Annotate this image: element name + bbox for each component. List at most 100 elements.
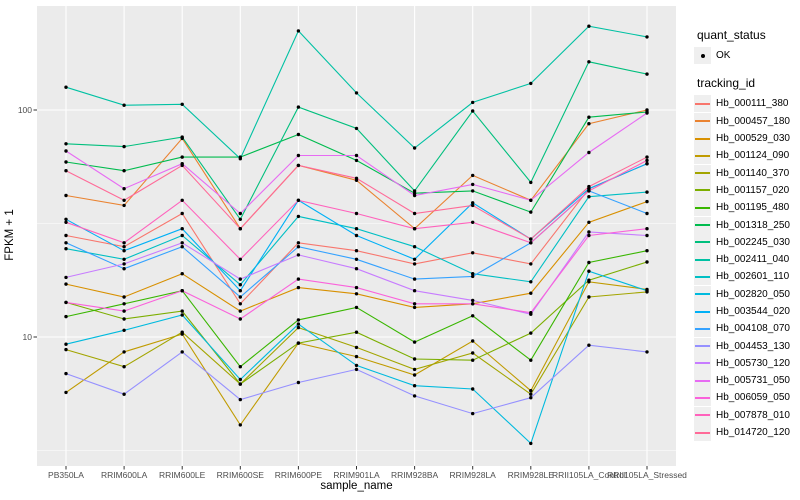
legend-key-swatch — [694, 406, 711, 424]
legend-item-hb_006059_050: Hb_006059_050 — [694, 389, 798, 407]
line-swatch-icon — [695, 120, 710, 123]
legend-item-label: Hb_002411_040 — [716, 254, 790, 266]
x-tick-labels: PB350LA RRIM600LA RRIM600LE RRIM600SE RRIM60… — [48, 470, 687, 480]
legend-item-label: Hb_002245_030 — [716, 236, 790, 248]
legend-title-quant-status: quant_status — [697, 28, 766, 42]
legend-key-swatch — [694, 164, 711, 182]
line-swatch-icon — [695, 275, 710, 278]
x-tick-label: RRIM901LA — [333, 470, 380, 480]
line-swatch-icon — [695, 154, 710, 157]
x-tick-label: RRIM600LA — [101, 470, 148, 480]
line-swatch-icon — [695, 293, 710, 296]
legend-item-hb_002245_030: Hb_002245_030 — [694, 233, 798, 251]
legend-item-hb_002411_040: Hb_002411_040 — [694, 251, 798, 269]
legend-key-swatch — [694, 199, 711, 217]
legend-key-swatch — [694, 233, 711, 251]
legend-item-label: Hb_001124_090 — [716, 150, 790, 162]
line-swatch-icon — [695, 431, 710, 434]
legend-item-label: Hb_000529_030 — [716, 133, 790, 145]
y-tick-label: 10 — [23, 332, 33, 342]
legend-item-label: Hb_002601_110 — [716, 271, 790, 283]
x-tick-label: RRIM600PE — [275, 470, 323, 480]
legend: quant_status OK tracking_id Hb_000111_38… — [694, 28, 798, 442]
legend-title-tracking-id: tracking_id — [697, 76, 756, 91]
legend-item-label: Hb_001140_370 — [716, 167, 790, 179]
legend-key-swatch — [694, 95, 711, 113]
legend-key-swatch — [694, 337, 711, 355]
line-swatch-icon — [695, 258, 710, 261]
legend-item-hb_007878_010: Hb_007878_010 — [694, 406, 798, 424]
legend-tracking-id-items: Hb_000111_380 Hb_000457_180 Hb_000529_030 H… — [694, 95, 798, 442]
line-swatch-icon — [695, 310, 710, 313]
point-marker-icon — [700, 53, 705, 58]
legend-item-label: Hb_005730_120 — [716, 357, 790, 369]
legend-key-swatch — [694, 285, 711, 303]
legend-key-swatch — [694, 389, 711, 407]
legend-key-swatch — [694, 181, 711, 199]
legend-item-hb_005731_050: Hb_005731_050 — [694, 372, 798, 390]
line-swatch-icon — [695, 379, 710, 382]
legend-item-label: Hb_004108_070 — [716, 323, 790, 335]
line-swatch-icon — [695, 327, 710, 330]
line-swatch-icon — [695, 172, 710, 175]
x-axis-title: sample_name — [320, 480, 393, 492]
x-tick-label: RRIM928LE — [508, 470, 555, 480]
legend-item-hb_001140_370: Hb_001140_370 — [694, 164, 798, 182]
legend-item-hb_001157_020: Hb_001157_020 — [694, 181, 798, 199]
point-markers — [64, 24, 649, 446]
legend-item-label: Hb_002820_050 — [716, 288, 790, 300]
x-tick-label: PB350LA — [48, 470, 84, 480]
legend-key-swatch — [694, 424, 711, 442]
legend-item-label: Hb_004453_130 — [716, 340, 790, 352]
legend-item-hb_014720_120: Hb_014720_120 — [694, 424, 798, 442]
legend-key-swatch — [694, 251, 711, 269]
legend-item-hb_004453_130: Hb_004453_130 — [694, 337, 798, 355]
y-tick-label: 100 — [18, 105, 32, 115]
legend-key-swatch — [694, 268, 711, 286]
legend-key-swatch — [694, 303, 711, 320]
legend-item-label: Hb_005731_050 — [716, 375, 790, 387]
legend-item-hb_001195_480: Hb_001195_480 — [694, 199, 798, 217]
line-swatch-icon — [695, 362, 710, 365]
x-tick-label: RRII105LA_Stressed — [607, 470, 687, 480]
legend-item-label: Hb_000111_380 — [716, 98, 789, 110]
legend-item-hb_000529_030: Hb_000529_030 — [694, 130, 798, 148]
y-tick-labels: 10 100 — [18, 105, 32, 342]
x-tick-label: RRII105LA_Control — [552, 470, 626, 480]
line-swatch-icon — [695, 224, 710, 227]
legend-item-label: OK — [716, 50, 731, 62]
x-tick-label: RRIM928LA — [450, 470, 497, 480]
legend-key-swatch — [694, 354, 711, 372]
legend-key-swatch — [694, 147, 711, 165]
line-swatch-icon — [695, 241, 710, 244]
legend-item-label: Hb_001318_250 — [716, 219, 790, 231]
legend-item-hb_001124_090: Hb_001124_090 — [694, 147, 798, 165]
line-swatch-icon — [695, 102, 710, 105]
legend-item-label: Hb_003544_020 — [716, 306, 790, 317]
line-swatch-icon — [695, 396, 710, 399]
legend-item-hb_002820_050: Hb_002820_050 — [694, 285, 798, 303]
legend-item-hb_005730_120: Hb_005730_120 — [694, 354, 798, 372]
x-tick-label: RRIM600LE — [159, 470, 206, 480]
axis-ticks — [33, 109, 648, 470]
legend-item-label: Hb_006059_050 — [716, 392, 790, 404]
legend-item-label: Hb_001157_020 — [716, 184, 790, 196]
legend-item-label: Hb_014720_120 — [716, 427, 790, 439]
legend-item-hb_004108_070: Hb_004108_070 — [694, 320, 798, 338]
line-swatch-icon — [695, 137, 710, 140]
legend-key-swatch — [694, 320, 711, 338]
x-tick-label: RRIM928BA — [391, 470, 439, 480]
legend-item-hb_001318_250: Hb_001318_250 — [694, 216, 798, 234]
legend-key-ok — [694, 47, 711, 65]
line-swatch-icon — [695, 414, 710, 417]
x-tick-label: RRIM600SE — [217, 470, 265, 480]
line-swatch-icon — [695, 189, 710, 192]
legend-item-hb_003544_020: Hb_003544_020 — [694, 303, 798, 320]
legend-key-swatch — [694, 112, 711, 130]
legend-key-swatch — [694, 216, 711, 234]
line-swatch-icon — [695, 345, 710, 348]
legend-item-hb_002601_110: Hb_002601_110 — [694, 268, 798, 286]
legend-item-ok: OK — [694, 47, 798, 65]
